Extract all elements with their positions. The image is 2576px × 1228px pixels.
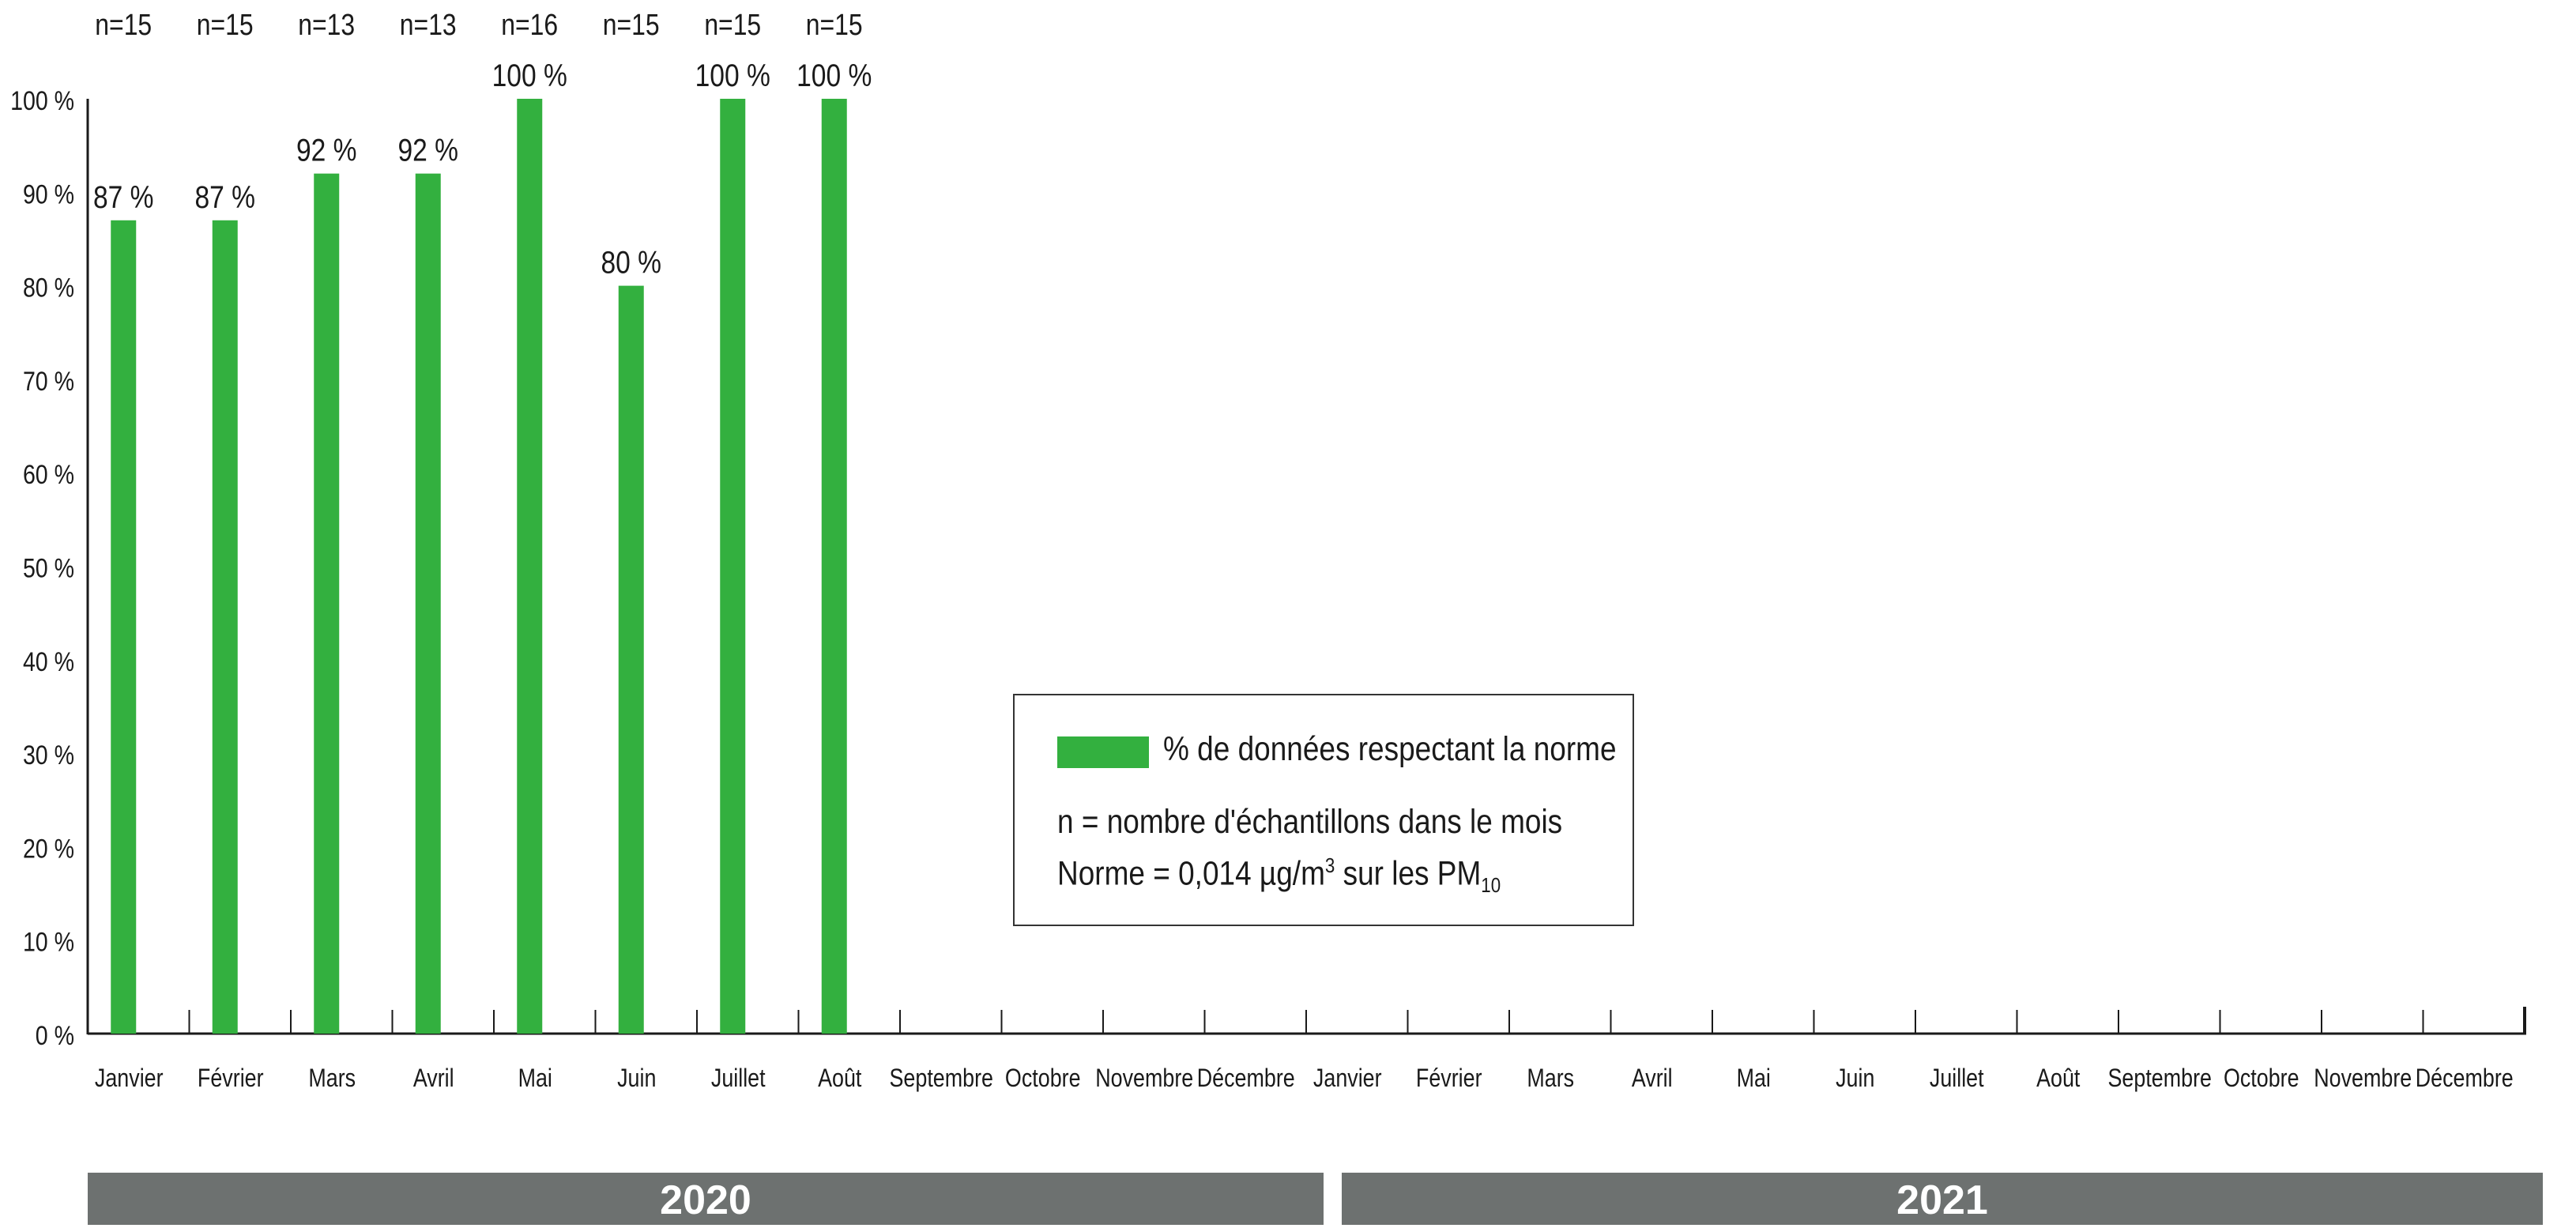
y-axis-tick-labels: 0 % 10 % 20 % 30 % 40 % 50 % 60 % 70 % 80 % 90 % 1… (10, 86, 74, 1051)
year-band-2021: 2021 (1342, 1173, 2543, 1225)
x-label-23: Novembre (2314, 1064, 2412, 1093)
y-tick-label-3: 30 % (23, 740, 74, 770)
x-label-24: Décembre (2416, 1064, 2514, 1093)
x-label-2: Février (198, 1064, 264, 1093)
legend-norm-prefix: Norme = 0,014 µg/m (1057, 854, 1325, 893)
y-tick-label-8: 80 % (23, 273, 74, 303)
legend-series-label: % de données respectant la norme (1163, 730, 1617, 768)
x-label-11: Novembre (1095, 1064, 1193, 1093)
sample-count-1: n=15 (95, 8, 152, 41)
y-tick-label-9: 90 % (23, 179, 74, 209)
legend-norm-middle: sur les PM (1335, 854, 1482, 893)
y-tick-label-6: 60 % (23, 460, 74, 490)
bar-value-label-3: 92 % (296, 133, 357, 168)
year-band-2020: 2020 (88, 1173, 1324, 1225)
sample-count-7: n=15 (704, 8, 761, 41)
y-tick-label-10: 100 % (10, 86, 74, 116)
bar-8 (821, 99, 847, 1034)
bar-7 (720, 99, 746, 1034)
bar-6 (618, 285, 644, 1034)
bar-value-label-4: 92 % (397, 133, 458, 168)
bar-value-label-5: 100 % (492, 58, 567, 92)
x-label-18: Juin (1836, 1064, 1874, 1093)
legend: % de données respectant la norme n = nom… (1013, 694, 1634, 926)
x-label-21: Septembre (2108, 1064, 2212, 1093)
x-label-12: Décembre (1197, 1064, 1295, 1093)
x-label-19: Juillet (1930, 1064, 1984, 1093)
x-label-4: Avril (413, 1064, 454, 1093)
bar-value-label-2: 87 % (194, 179, 255, 214)
y-tick-label-1: 10 % (23, 927, 74, 957)
y-tick-label-2: 20 % (23, 834, 74, 864)
sample-count-6: n=15 (603, 8, 660, 41)
x-label-3: Mars (308, 1064, 356, 1093)
legend-n-definition: n = nombre d'échantillons dans le mois (1057, 803, 1563, 841)
bar-5 (517, 99, 543, 1034)
x-label-7: Juillet (711, 1064, 766, 1093)
x-label-16: Avril (1632, 1064, 1673, 1093)
sample-count-4: n=13 (400, 8, 457, 41)
bar-value-label-6: 80 % (601, 245, 661, 280)
bar-2 (212, 220, 238, 1034)
bar-value-label-1: 87 % (93, 179, 154, 214)
x-label-9: Septembre (890, 1064, 993, 1093)
x-label-15: Mars (1527, 1064, 1574, 1093)
bar-3 (314, 173, 340, 1034)
x-label-8: Août (818, 1064, 861, 1093)
y-tick-label-4: 40 % (23, 646, 74, 676)
legend-norm-sup: 3 (1324, 853, 1335, 877)
y-tick-label-5: 50 % (23, 553, 74, 583)
x-label-14: Février (1416, 1064, 1482, 1093)
x-label-1: Janvier (95, 1064, 164, 1093)
bars: 87 % 87 % 92 % 92 % 100 % 80 % 100 % 100 % (93, 58, 872, 1034)
bar-4 (415, 173, 441, 1034)
x-label-13: Janvier (1313, 1064, 1382, 1093)
sample-count-5: n=16 (501, 8, 558, 41)
y-tick-label-7: 70 % (23, 367, 74, 397)
bar-1 (111, 220, 137, 1034)
legend-swatch-green (1057, 736, 1149, 768)
legend-norm: Norme = 0,014 µg/m3 sur les PM10 (1057, 853, 1501, 898)
chart-axes (86, 99, 2526, 1035)
bar-value-label-7: 100 % (695, 58, 770, 92)
x-label-17: Mai (1737, 1064, 1771, 1093)
sample-count-8: n=15 (806, 8, 863, 41)
x-label-20: Août (2036, 1064, 2080, 1093)
x-label-6: Juin (617, 1064, 656, 1093)
x-label-10: Octobre (1005, 1064, 1081, 1093)
sample-count-labels: n=15 n=15 n=13 n=13 n=16 n=15 n=15 n=15 (95, 8, 862, 41)
bar-value-label-8: 100 % (797, 58, 872, 92)
legend-norm-sub: 10 (1481, 872, 1501, 897)
x-label-22: Octobre (2224, 1064, 2299, 1093)
sample-count-2: n=15 (197, 8, 254, 41)
x-axis-month-labels: Janvier Février Mars Avril Mai Juin Juillet Aoû… (95, 1064, 2514, 1093)
x-label-5: Mai (518, 1064, 552, 1093)
sample-count-3: n=13 (298, 8, 355, 41)
y-tick-label-0: 0 % (36, 1021, 74, 1051)
